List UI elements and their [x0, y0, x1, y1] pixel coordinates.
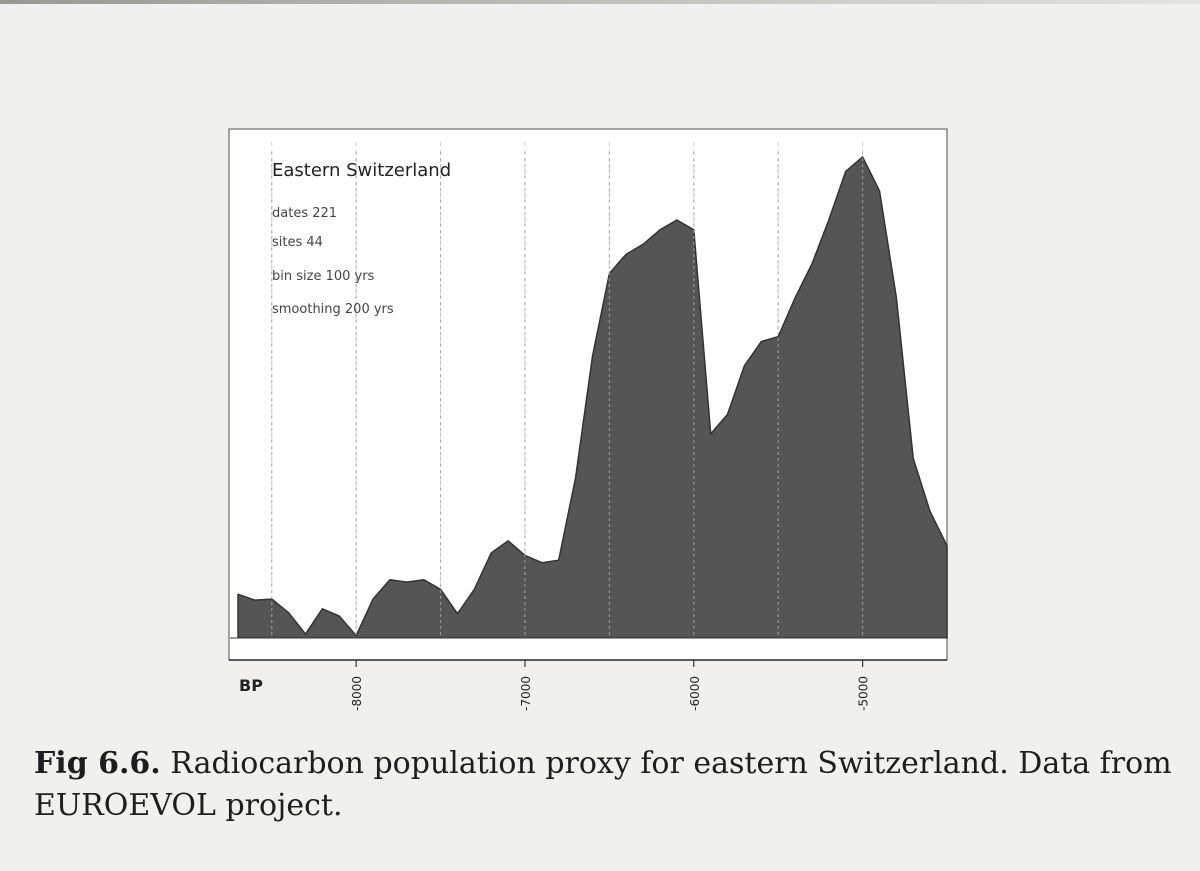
figure-caption-text: Radiocarbon population proxy for eastern…	[34, 746, 1172, 823]
page-top-shadow	[0, 0, 1200, 4]
figure-caption: Fig 6.6. Radiocarbon population proxy fo…	[34, 743, 1174, 827]
x-tick-label: -7000	[519, 676, 533, 711]
x-tick-label: -6000	[688, 676, 702, 711]
info-dates: dates 221	[272, 206, 337, 221]
x-tick-label: -5000	[857, 676, 871, 711]
info-smoothing: smoothing 200 yrs	[272, 302, 394, 317]
x-axis-ticks: -8000 -7000 -6000 -5000	[350, 660, 871, 711]
chart-title: Eastern Switzerland	[272, 160, 451, 181]
figure-label: Fig 6.6.	[34, 746, 161, 781]
baseline-band	[230, 638, 946, 659]
info-bin-size: bin size 100 yrs	[272, 269, 375, 284]
x-axis-label: BP	[239, 676, 263, 695]
info-sites: sites 44	[272, 235, 323, 250]
grid-overlay	[230, 152, 947, 659]
chart: -8000 -7000 -6000 -5000 Eastern Switzerland…	[228, 128, 948, 711]
x-tick-label: -8000	[350, 676, 364, 711]
